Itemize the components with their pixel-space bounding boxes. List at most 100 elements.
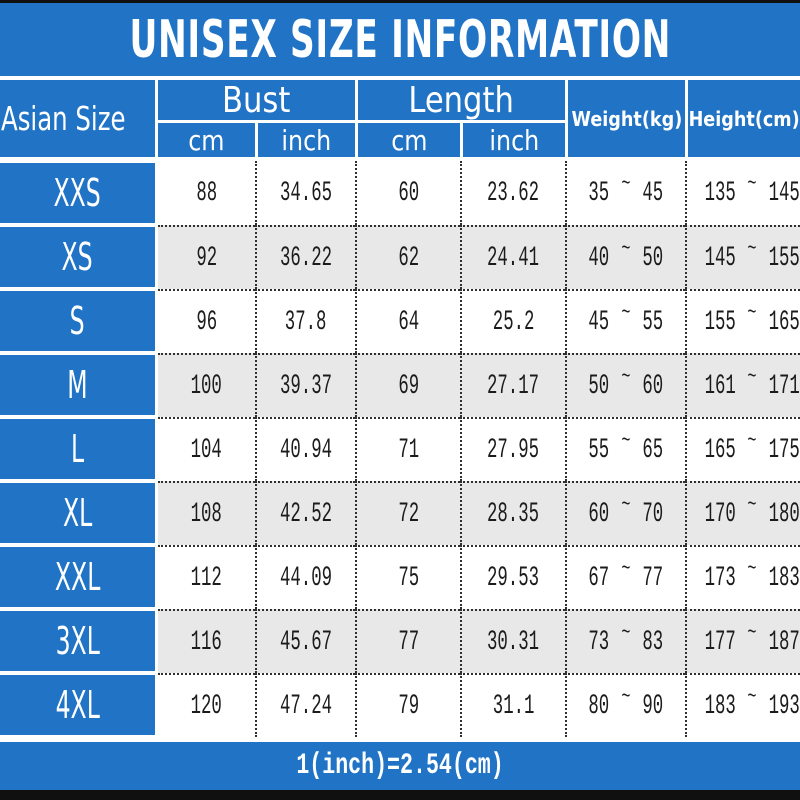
bust-inch-cell: 40.94 — [255, 417, 355, 481]
weight-max-value: 70 — [642, 498, 664, 530]
bust-inch-value: 47.24 — [279, 690, 333, 722]
length-inch-cell: 27.17 — [460, 353, 565, 417]
bust-cm-cell: 120 — [158, 673, 255, 737]
size-cell: XXS — [0, 163, 155, 223]
height-range-cell: 170 ~180 — [685, 481, 800, 545]
bust-cm-cell: 104 — [158, 417, 255, 481]
column-header-bust-inch: inch — [258, 123, 355, 157]
weight-min-value: 67 — [588, 562, 610, 594]
weight-min-value: 45 — [588, 306, 610, 338]
length-cm-value: 75 — [398, 562, 419, 594]
height-max-value: 193 — [768, 690, 800, 722]
bust-cm-value: 108 — [190, 498, 223, 530]
length-cm-value: 71 — [398, 434, 419, 466]
weight-min-value: 40 — [588, 242, 610, 274]
length-inch-cell: 24.41 — [460, 225, 565, 289]
size-cell: S — [0, 291, 155, 351]
range-tilde: ~ — [747, 684, 757, 710]
page-title: UNISEX SIZE INFORMATION — [129, 9, 671, 70]
table-row: XXS 88 34.65 60 23.62 35 ~45 135 ~145 — [0, 161, 800, 225]
height-min-value: 183 — [704, 690, 736, 722]
length-cm-cell: 77 — [355, 609, 460, 673]
table-row: S 96 37.8 64 25.2 45 ~55 155 ~165 — [0, 289, 800, 353]
size-cell: M — [0, 355, 155, 415]
column-divider — [155, 289, 158, 353]
range-tilde: ~ — [621, 364, 631, 390]
range-tilde: ~ — [747, 236, 757, 262]
length-inch-value: 29.53 — [487, 562, 540, 594]
header-divider — [155, 80, 158, 157]
height-min-value: 165 — [704, 434, 736, 466]
height-range-cell: 161 ~171 — [685, 353, 800, 417]
bust-inch-cell: 37.8 — [255, 289, 355, 353]
height-max-value: 165 — [768, 306, 800, 338]
conversion-note: 1(inch)=2.54(cm) — [296, 749, 504, 783]
height-range-cell: 177 ~187 — [685, 609, 800, 673]
size-cell: XXL — [0, 547, 155, 607]
weight-min-value: 73 — [588, 626, 610, 658]
length-inch-value: 25.2 — [492, 306, 535, 338]
length-cm-cell: 62 — [355, 225, 460, 289]
bust-subheader-row: cm inch — [158, 123, 355, 157]
bust-cm-cell: 96 — [158, 289, 255, 353]
length-cm-value: 62 — [398, 242, 419, 274]
bust-cm-value: 92 — [196, 242, 217, 274]
weight-max-value: 77 — [642, 562, 664, 594]
column-group-bust: Bust cm inch — [158, 80, 355, 157]
range-tilde: ~ — [621, 428, 631, 454]
column-header-height: Height(cm) — [688, 80, 800, 157]
bust-group-label-cell: Bust — [158, 80, 355, 121]
height-max-value: 145 — [768, 177, 800, 209]
bust-cm-value: 88 — [196, 177, 217, 209]
column-divider — [155, 673, 158, 737]
height-max-value: 187 — [768, 626, 800, 658]
length-inch-cell: 28.35 — [460, 481, 565, 545]
bust-inch-value: 37.8 — [285, 306, 327, 338]
weight-range-cell: 50 ~60 — [565, 353, 685, 417]
size-cell: 4XL — [0, 675, 155, 735]
weight-range-cell: 55 ~65 — [565, 417, 685, 481]
length-inch-value: 23.62 — [487, 177, 540, 209]
height-range-cell: 135 ~145 — [685, 161, 800, 225]
column-header-length-inch: inch — [463, 123, 565, 157]
length-group-label-cell: Length — [358, 79, 565, 121]
height-min-value: 170 — [704, 498, 736, 530]
height-min-value: 145 — [704, 242, 736, 274]
height-max-value: 180 — [768, 498, 800, 530]
weight-max-value: 60 — [642, 370, 664, 402]
header-divider — [460, 123, 463, 157]
height-label: Height(cm) — [688, 106, 800, 131]
header-divider — [685, 80, 688, 157]
length-cm-value: 69 — [398, 370, 419, 402]
size-value: 4XL — [55, 683, 100, 727]
weight-min-value: 35 — [588, 177, 610, 209]
header-divider — [565, 80, 568, 157]
table-row: 3XL 116 45.67 77 30.31 73 ~83 177 ~187 — [0, 609, 800, 673]
range-tilde: ~ — [621, 620, 631, 646]
header-divider — [358, 120, 565, 123]
table-row: XL 108 42.52 72 28.35 60 ~70 170 ~180 — [0, 481, 800, 545]
length-inch-value: 27.17 — [487, 370, 540, 402]
size-cell: XL — [0, 483, 155, 543]
range-tilde: ~ — [621, 492, 631, 518]
table-header-row: Asian Size Bust cm inch Length — [0, 80, 800, 157]
weight-range-cell: 73 ~83 — [565, 609, 685, 673]
height-range-cell: 165 ~175 — [685, 417, 800, 481]
bust-cm-value: 100 — [190, 370, 223, 402]
range-tilde: ~ — [621, 300, 631, 326]
column-header-weight: Weight(kg) — [568, 80, 685, 157]
size-value: XXS — [53, 171, 102, 215]
column-divider — [155, 545, 158, 609]
bust-cm-value: 116 — [190, 626, 223, 658]
length-label: Length — [408, 79, 515, 121]
weight-max-value: 65 — [642, 434, 664, 466]
column-header-length-cm: cm — [358, 123, 460, 157]
weight-range-cell: 60 ~70 — [565, 481, 685, 545]
bust-cm-cell: 116 — [158, 609, 255, 673]
bust-inch-value: 34.65 — [279, 177, 333, 209]
asian-size-label: Asian Size — [1, 99, 126, 138]
size-value: XS — [61, 235, 94, 279]
length-inch-cell: 27.95 — [460, 417, 565, 481]
bust-inch-cell: 47.24 — [255, 673, 355, 737]
